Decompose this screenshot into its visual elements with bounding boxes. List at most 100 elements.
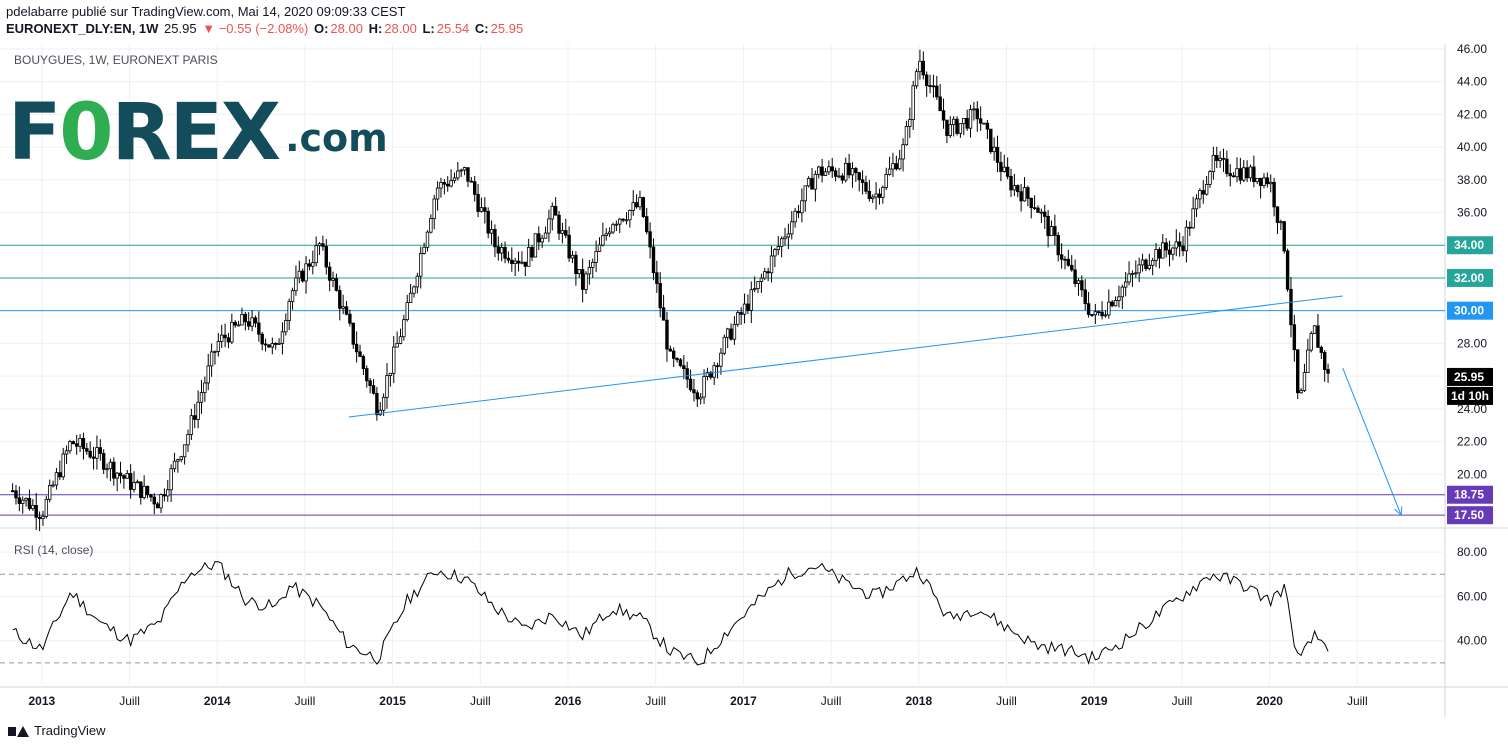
- candle-body: [334, 278, 339, 291]
- candle-body: [395, 342, 399, 348]
- candle-body: [213, 350, 217, 353]
- candle-body: [358, 351, 362, 357]
- candle-body: [564, 230, 568, 236]
- candle-body: [1157, 249, 1162, 259]
- candle-body: [773, 249, 777, 257]
- candle-body: [1059, 254, 1064, 260]
- candle-body: [351, 322, 355, 345]
- symbol-label[interactable]: EURONEXT_DLY:EN, 1W: [6, 21, 159, 36]
- candle-body: [914, 71, 919, 87]
- candle-body: [368, 380, 372, 386]
- candle-body: [331, 278, 335, 281]
- candle-body: [54, 472, 59, 486]
- candle-body: [361, 356, 366, 370]
- candle-body: [287, 301, 291, 321]
- candle-body: [1302, 372, 1307, 391]
- candle-body: [1137, 264, 1141, 274]
- candle-body: [459, 169, 463, 172]
- candle-body: [651, 246, 656, 274]
- y-tick-label: 24.00: [1457, 402, 1487, 416]
- candle-body: [1164, 242, 1168, 251]
- candle-body: [871, 196, 875, 200]
- candle-body: [759, 277, 764, 282]
- candle-body: [27, 497, 32, 510]
- candle-body: [742, 303, 747, 315]
- chart-header: pdelabarre publié sur TradingView.com, M…: [6, 3, 525, 37]
- candle-body: [739, 312, 743, 315]
- candle-body: [1215, 154, 1219, 161]
- candle-body: [449, 180, 453, 187]
- candle-body: [607, 231, 612, 235]
- level-tag-label: 18.75: [1454, 488, 1484, 502]
- candle-body: [1177, 241, 1182, 247]
- candle-body: [1204, 183, 1209, 195]
- candle-body: [658, 283, 662, 309]
- projection-arrow-head: [1394, 506, 1403, 517]
- candle-body: [924, 74, 929, 86]
- candle-body: [145, 485, 150, 496]
- candle-body: [85, 448, 89, 452]
- rsi-tick-label: 80.00: [1457, 545, 1487, 559]
- candle-body: [995, 146, 1000, 163]
- candle-body: [98, 447, 102, 454]
- candle-body: [216, 341, 221, 352]
- candle-body: [854, 168, 858, 174]
- x-tick-label: 2014: [204, 694, 231, 708]
- candle-body: [604, 233, 608, 237]
- candle-body: [1242, 167, 1246, 181]
- candle-body: [597, 244, 602, 252]
- level-tag: [1447, 236, 1493, 255]
- candle-body: [591, 261, 595, 268]
- candle-body: [668, 348, 673, 352]
- candle-body: [641, 197, 646, 217]
- candle-body: [648, 231, 652, 248]
- candle-body: [1036, 207, 1040, 213]
- candle-body: [1134, 272, 1138, 275]
- candle-body: [1093, 311, 1098, 316]
- candle-body: [1171, 247, 1175, 255]
- candle-body: [486, 210, 490, 234]
- countdown-label: 1d 10h: [1451, 389, 1489, 403]
- candle-body: [1053, 226, 1057, 236]
- candle-body: [290, 290, 295, 302]
- x-tick-label: 2019: [1081, 694, 1108, 708]
- candle-body: [74, 443, 79, 447]
- candle-body: [965, 117, 969, 129]
- candle-body: [51, 484, 55, 487]
- candle-body: [402, 319, 406, 338]
- rsi-title: RSI (14, close): [14, 543, 94, 557]
- candle-body: [206, 365, 210, 384]
- candle-body: [435, 187, 440, 200]
- candle-body: [425, 231, 430, 248]
- candle-body: [1161, 242, 1165, 259]
- candle-body: [881, 187, 885, 198]
- tradingview-footer[interactable]: TradingView: [8, 723, 106, 738]
- candle-body: [830, 166, 834, 172]
- candle-body: [88, 450, 92, 458]
- y-tick-label: 40.00: [1457, 140, 1487, 154]
- candle-body: [1039, 211, 1044, 214]
- candle-body: [1289, 288, 1293, 326]
- x-tick-label: 2015: [379, 694, 406, 708]
- candle-body: [897, 158, 902, 170]
- candle-body: [1019, 191, 1023, 202]
- candle-body: [1140, 259, 1145, 266]
- candle-body: [139, 481, 143, 498]
- candle-body: [992, 146, 996, 153]
- candle-body: [891, 163, 895, 170]
- candle-body: [34, 505, 38, 518]
- candle-body: [1130, 272, 1135, 275]
- candle-body: [1235, 168, 1239, 178]
- candle-body: [169, 468, 173, 491]
- candle-body: [1265, 177, 1270, 185]
- candle-body: [321, 243, 325, 247]
- candle-body: [10, 490, 15, 493]
- candle-body: [806, 178, 811, 187]
- candle-body: [523, 261, 527, 267]
- candle-body: [1194, 198, 1199, 210]
- candle-body: [661, 307, 666, 321]
- candle-body: [236, 324, 241, 327]
- candle-body: [398, 336, 403, 344]
- candle-body: [240, 313, 244, 326]
